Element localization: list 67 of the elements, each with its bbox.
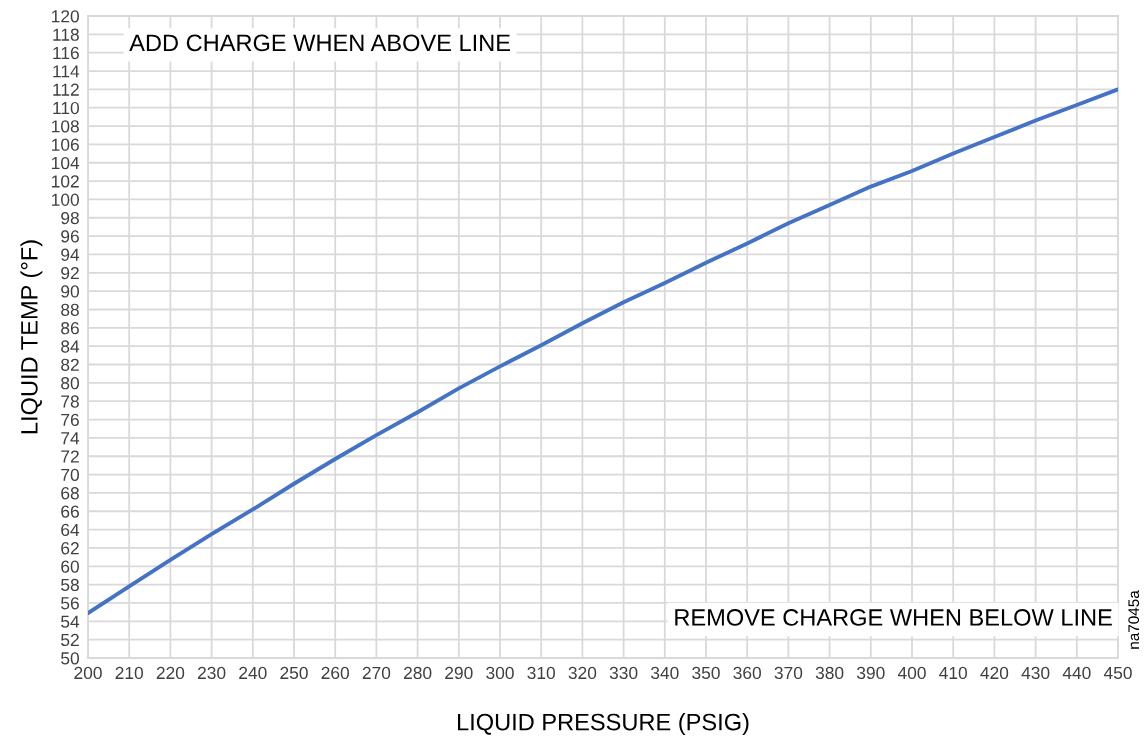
y-tick-label: 76 <box>61 413 79 426</box>
x-tick-label: 360 <box>733 666 762 680</box>
x-tick-label: 220 <box>156 666 185 680</box>
y-tick-label: 108 <box>52 120 79 133</box>
x-tick-label: 280 <box>403 666 432 680</box>
y-tick-label: 96 <box>61 230 79 243</box>
y-tick-label: 84 <box>61 340 80 353</box>
x-tick-label: 420 <box>980 666 1009 680</box>
x-tick-label: 430 <box>1021 666 1050 680</box>
x-tick-label: 450 <box>1103 666 1132 680</box>
x-tick-label: 270 <box>362 666 391 680</box>
y-tick-label: 120 <box>52 10 79 23</box>
y-tick-label: 70 <box>61 468 79 482</box>
y-tick-label: 104 <box>52 156 80 170</box>
x-tick-label: 370 <box>774 666 803 680</box>
y-tick-label: 58 <box>61 578 79 592</box>
y-tick-label: 80 <box>61 377 79 390</box>
x-tick-label: 390 <box>856 666 885 680</box>
x-tick-label: 350 <box>692 666 720 680</box>
x-tick-label: 210 <box>115 666 144 680</box>
y-tick-label: 50 <box>61 652 79 665</box>
y-tick-label: 94 <box>61 248 80 261</box>
y-tick-label: 118 <box>53 28 79 41</box>
y-tick-label: 60 <box>61 560 79 573</box>
x-tick-label: 330 <box>609 666 638 680</box>
annotation: ADD CHARGE WHEN ABOVE LINE <box>129 34 510 52</box>
y-tick-label: 86 <box>61 322 79 335</box>
y-tick-label: 100 <box>52 193 79 206</box>
x-tick-label: 250 <box>280 666 308 680</box>
y-tick-label: 106 <box>52 138 79 151</box>
y-tick-label: 66 <box>61 505 79 518</box>
y-tick-label: 68 <box>61 487 79 500</box>
x-tick-label: 290 <box>445 666 473 680</box>
x-tick-label: 400 <box>897 666 926 680</box>
x-tick-label: 260 <box>321 666 350 680</box>
y-tick-label: 92 <box>61 266 79 280</box>
y-tick-label: 114 <box>53 65 80 78</box>
y-tick-label: 82 <box>61 358 79 371</box>
x-tick-label: 340 <box>650 666 679 680</box>
x-tick-label: 440 <box>1062 666 1091 680</box>
y-tick-label: 110 <box>53 101 79 115</box>
x-tick-label: 320 <box>568 666 597 680</box>
x-tick-label: 410 <box>939 666 968 680</box>
x-tick-label: 200 <box>74 666 102 680</box>
y-tick-label: 54 <box>61 615 80 628</box>
y-tick-label: 74 <box>61 432 80 445</box>
y-tick-label: 88 <box>61 303 79 316</box>
x-tick-label: 230 <box>197 666 226 680</box>
y-tick-label: 112 <box>53 83 79 96</box>
x-tick-label: 300 <box>486 666 514 680</box>
x-tick-label: 380 <box>815 666 844 680</box>
x-tick-label: 240 <box>239 666 267 680</box>
y-axis-title: LIQUID TEMP (°F) <box>20 240 43 434</box>
y-tick-label: 98 <box>61 211 79 225</box>
y-tick-label: 102 <box>52 175 79 188</box>
y-tick-label: 52 <box>61 633 79 647</box>
text: na7045a <box>1128 590 1140 649</box>
y-tick-label: 62 <box>61 542 79 555</box>
x-axis-title: LIQUID PRESSURE (PSIG) <box>457 713 749 736</box>
y-tick-label: 116 <box>53 46 79 60</box>
y-tick-label: 72 <box>61 450 79 463</box>
y-tick-label: 90 <box>61 285 79 298</box>
annotation: REMOVE CHARGE WHEN BELOW LINE <box>675 609 1112 626</box>
y-tick-label: 56 <box>61 597 79 610</box>
y-tick-label: 78 <box>61 395 79 408</box>
x-tick-label: 310 <box>527 666 556 680</box>
y-tick-label: 64 <box>61 523 80 537</box>
